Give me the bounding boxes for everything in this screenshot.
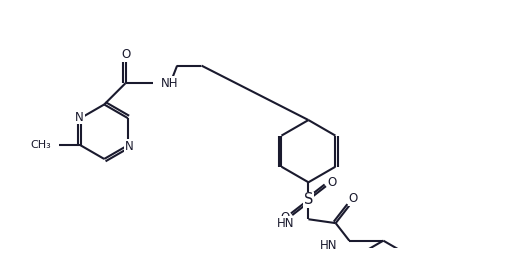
Text: CH₃: CH₃ [31,140,52,150]
Text: O: O [280,211,289,224]
Text: O: O [348,192,357,205]
Text: N: N [124,140,133,153]
Text: N: N [75,111,84,124]
Text: O: O [121,48,130,61]
Text: NH: NH [160,77,178,90]
Text: HN: HN [320,239,337,252]
Text: S: S [303,192,313,207]
Text: O: O [327,176,336,189]
Text: HN: HN [277,217,294,230]
